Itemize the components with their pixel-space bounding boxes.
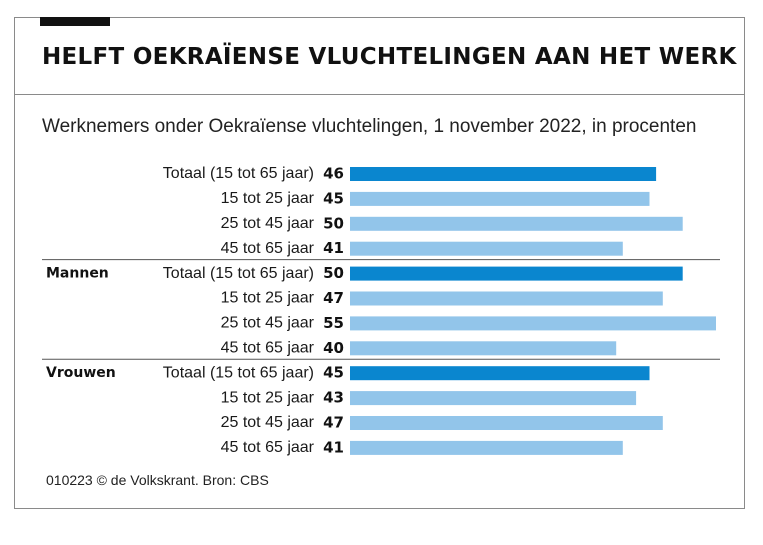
category-label: 45 tot 65 jaar — [221, 240, 315, 257]
bar — [350, 366, 650, 381]
bar — [350, 216, 683, 231]
source-credit: 010223 © de Volkskrant. Bron: CBS — [46, 472, 269, 488]
category-label: 15 tot 25 jaar — [221, 290, 315, 307]
data-label: 50 — [323, 264, 344, 282]
chart-frame — [14, 17, 745, 509]
title-divider — [14, 94, 745, 95]
category-label: 25 tot 45 jaar — [221, 215, 315, 232]
bar — [350, 191, 650, 206]
category-label: Totaal (15 tot 65 jaar) — [163, 165, 314, 182]
category-label: 15 tot 25 jaar — [221, 190, 315, 207]
header-tab-mark — [40, 17, 110, 26]
bar — [350, 316, 716, 331]
data-label: 45 — [323, 189, 344, 207]
data-label: 47 — [323, 289, 344, 307]
data-label: 41 — [323, 239, 344, 257]
category-label: 25 tot 45 jaar — [221, 315, 315, 332]
data-label: 50 — [323, 214, 344, 232]
bar — [350, 341, 617, 356]
chart-subtitle: Werknemers onder Oekraïense vluchtelinge… — [42, 116, 697, 137]
data-label: 43 — [323, 389, 344, 407]
bar — [350, 416, 663, 430]
chart-title: HELFT OEKRAÏENSE VLUCHTELINGEN AAN HET W… — [42, 44, 737, 70]
bar — [350, 167, 657, 181]
bar — [350, 266, 683, 281]
bar — [350, 291, 663, 306]
group-label: Mannen — [46, 266, 109, 282]
bar — [350, 391, 637, 406]
bar — [350, 440, 623, 455]
bar — [350, 241, 623, 256]
data-label: 55 — [323, 314, 344, 332]
group-label: Vrouwen — [46, 365, 116, 381]
data-label: 40 — [323, 339, 344, 357]
category-label: 15 tot 25 jaar — [221, 389, 315, 406]
category-label: 25 tot 45 jaar — [221, 414, 315, 431]
category-label: Totaal (15 tot 65 jaar) — [163, 265, 314, 282]
data-label: 45 — [323, 364, 344, 382]
data-label: 46 — [323, 165, 344, 183]
category-label: Totaal (15 tot 65 jaar) — [163, 364, 314, 381]
category-label: 45 tot 65 jaar — [221, 340, 315, 357]
data-label: 41 — [323, 438, 344, 456]
data-label: 47 — [323, 414, 344, 432]
category-label: 45 tot 65 jaar — [221, 439, 315, 456]
